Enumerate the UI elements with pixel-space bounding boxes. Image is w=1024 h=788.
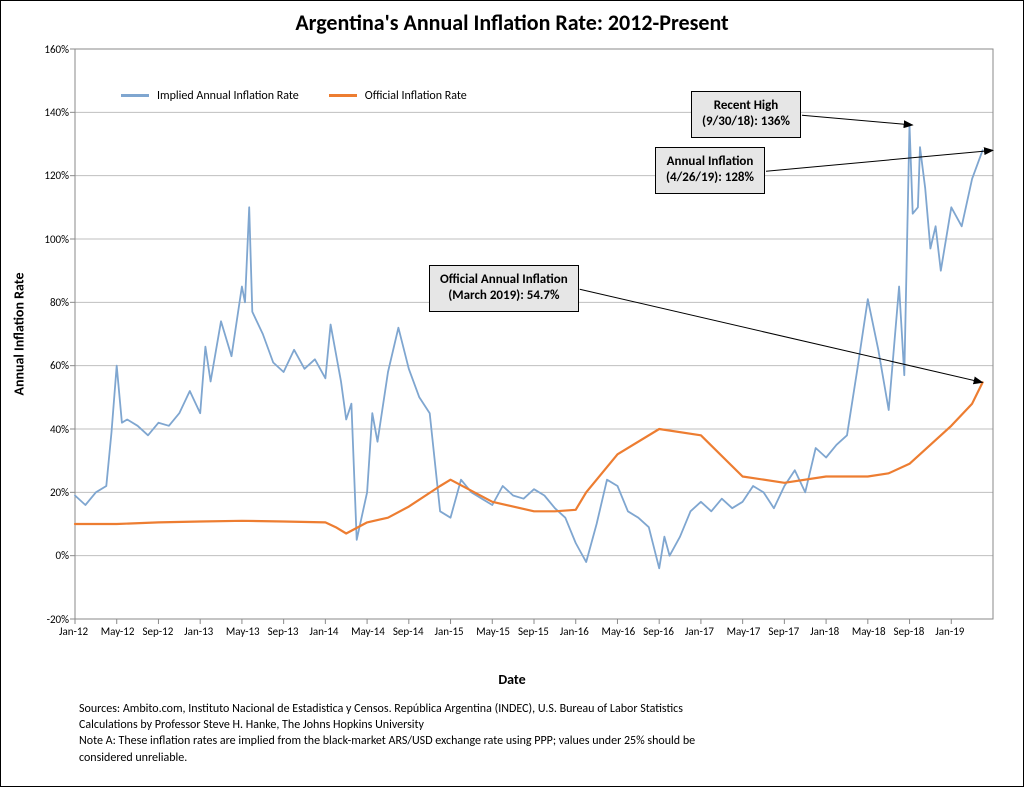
x-tick-label: May-14 — [351, 625, 385, 638]
x-tick-label: Jan-13 — [184, 625, 213, 638]
x-tick-label: Sep-17 — [768, 625, 799, 638]
y-tick-label: 160% — [21, 43, 69, 56]
callout-line: Recent High — [702, 98, 790, 114]
legend-label: Implied Annual Inflation Rate — [157, 89, 299, 103]
source-note-line: Calculations by Professor Steve H. Hanke… — [79, 717, 695, 733]
source-note-line: Sources: Ambito.com, Instituto Nacional … — [79, 701, 695, 717]
chart-container: Argentina's Annual Inflation Rate: 2012-… — [0, 0, 1024, 787]
callout-line: (4/26/19): 128% — [666, 170, 754, 186]
source-note-line: Note A: These inflation rates are implie… — [79, 733, 695, 749]
y-tick-label: 60% — [21, 359, 69, 372]
y-tick-label: 0% — [21, 549, 69, 562]
callout-box: Recent High(9/30/18): 136% — [691, 91, 801, 138]
x-tick-label: Sep-18 — [894, 625, 925, 638]
y-tick-label: 120% — [21, 169, 69, 182]
callout-line: Annual Inflation — [666, 154, 754, 170]
x-tick-label: May-15 — [476, 625, 510, 638]
legend-swatch — [329, 94, 357, 97]
legend-label: Official Inflation Rate — [365, 89, 467, 103]
callout-box: Official Annual Inflation(March 2019): 5… — [429, 265, 579, 312]
x-tick-label: May-16 — [601, 625, 635, 638]
y-tick-label: -20% — [21, 613, 69, 626]
source-notes: Sources: Ambito.com, Instituto Nacional … — [79, 701, 695, 766]
legend-item: Official Inflation Rate — [329, 89, 467, 103]
x-tick-label: Jan-16 — [560, 625, 589, 638]
x-tick-label: Jan-12 — [59, 625, 88, 638]
x-tick-label: May-13 — [226, 625, 260, 638]
x-tick-label: Jan-18 — [810, 625, 839, 638]
x-tick-label: Sep-14 — [393, 625, 424, 638]
x-tick-label: Sep-12 — [142, 625, 173, 638]
y-tick-label: 20% — [21, 486, 69, 499]
legend: Implied Annual Inflation Rate Official In… — [121, 87, 497, 103]
y-tick-label: 80% — [21, 296, 69, 309]
x-tick-label: Sep-16 — [643, 625, 674, 638]
callout-line: Official Annual Inflation — [440, 272, 568, 288]
callout-box: Annual Inflation(4/26/19): 128% — [655, 147, 765, 194]
x-tick-label: Sep-15 — [518, 625, 549, 638]
source-note-line: considered unreliable. — [79, 750, 695, 766]
x-tick-label: Jan-14 — [309, 625, 338, 638]
x-tick-label: May-18 — [852, 625, 886, 638]
callout-arrows — [1, 1, 1024, 788]
x-tick-label: Jan-17 — [685, 625, 714, 638]
callout-line: (9/30/18): 136% — [702, 114, 790, 130]
x-tick-label: Jan-15 — [435, 625, 464, 638]
y-tick-label: 100% — [21, 233, 69, 246]
x-tick-label: May-17 — [727, 625, 761, 638]
y-tick-label: 40% — [21, 423, 69, 436]
legend-swatch — [121, 94, 149, 97]
x-tick-label: Sep-13 — [268, 625, 299, 638]
x-tick-label: Jan-19 — [935, 625, 964, 638]
callout-line: (March 2019): 54.7% — [440, 288, 568, 304]
x-tick-label: May-12 — [101, 625, 135, 638]
y-tick-label: 140% — [21, 106, 69, 119]
legend-item: Implied Annual Inflation Rate — [121, 89, 299, 103]
